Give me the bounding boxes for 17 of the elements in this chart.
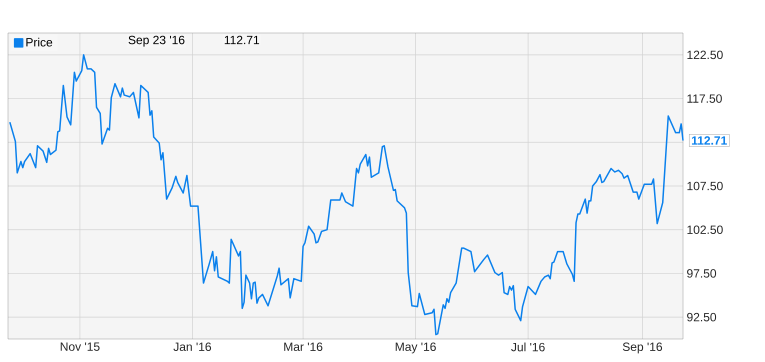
x-tick-label: Mar '16 (284, 342, 322, 352)
x-tick-label: Jan '16 (173, 342, 212, 352)
y-tick-label: 122.50 (687, 50, 723, 60)
annotation: Sep 23 '16 (128, 36, 184, 47)
y-tick-label: 107.50 (687, 182, 723, 190)
line-series (9, 54, 684, 336)
x-tick-label: May '16 (396, 342, 436, 354)
x-tick-label: Sep '16 (622, 342, 662, 354)
legend-label: Price (26, 38, 52, 47)
annotation: 112.71 (224, 36, 260, 44)
x-tick-label: Nov '15 (60, 342, 100, 351)
annotation: 112.71 (692, 136, 727, 145)
x-tick-label: Jul '16 (511, 342, 545, 352)
y-tick-label: 102.50 (687, 225, 723, 234)
y-tick-label: 97.50 (687, 269, 716, 278)
y-tick-label: 92.50 (687, 312, 716, 322)
y-tick-label: 117.50 (687, 94, 722, 103)
